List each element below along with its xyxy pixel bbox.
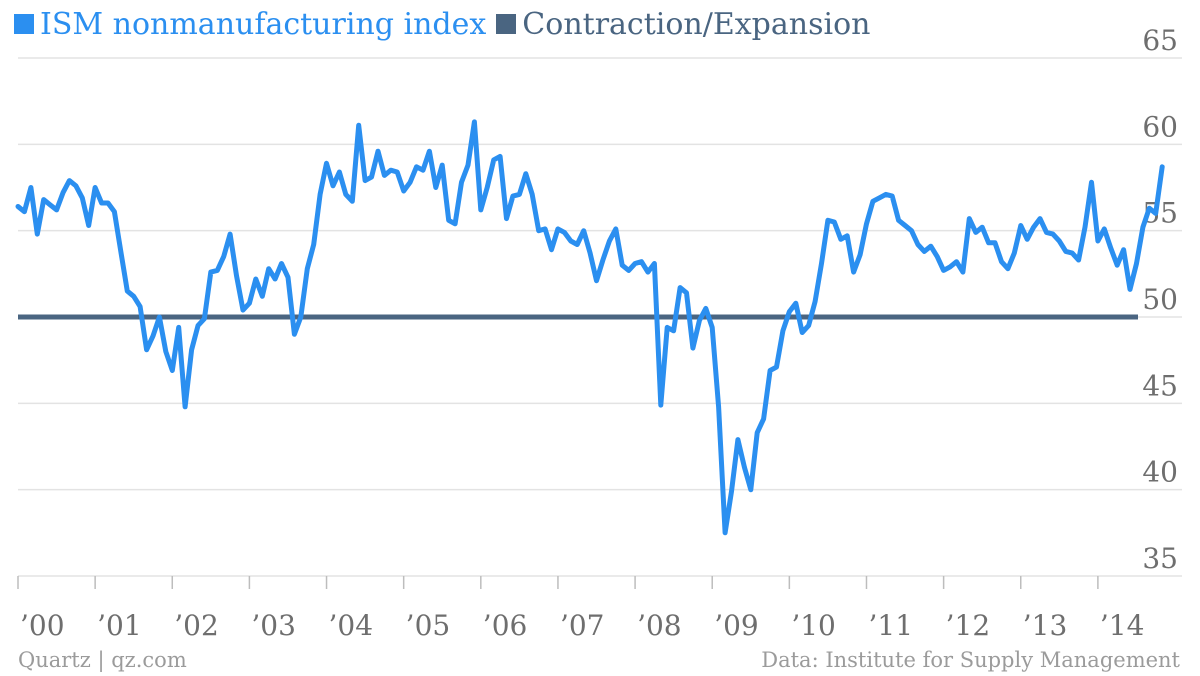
series-line-ism-index: [15, 119, 1165, 536]
x-tick-label-2000: ’00: [20, 609, 65, 642]
legend-item-contraction-expansion: Contraction/Expansion: [496, 7, 870, 42]
y-tick-label-35: 35: [1142, 542, 1178, 575]
x-tick-label-2004: ’04: [329, 609, 374, 642]
x-tick-label-2014: ’14: [1100, 609, 1145, 642]
x-tick-label-2013: ’13: [1023, 609, 1068, 642]
x-tick-label-2009: ’09: [714, 609, 759, 642]
x-tick-label-2003: ’03: [251, 609, 296, 642]
legend-swatch-ism: [14, 14, 34, 34]
y-tick-label-60: 60: [1142, 110, 1178, 143]
x-tick-label-2006: ’06: [483, 609, 528, 642]
legend-label-contraction-expansion: Contraction/Expansion: [522, 6, 871, 42]
x-tick-label-2011: ’11: [868, 609, 913, 642]
x-tick-label-2002: ’02: [174, 609, 219, 642]
chart-legend: ISM nonmanufacturing index Contraction/E…: [14, 4, 880, 44]
y-tick-label-65: 65: [1142, 24, 1178, 57]
x-axis-ticks: ’00 ’01 ’02 ’03 ’04 ’05 ’06 ’07 ’08 ’09 ’10 ’11 ’12 ’…: [17, 576, 1145, 642]
data-source: Data: Institute for Supply Management: [761, 648, 1180, 672]
x-tick-label-2005: ’05: [406, 609, 451, 642]
legend-swatch-contraction-expansion: [496, 14, 517, 34]
x-tick-label-2007: ’07: [560, 609, 605, 642]
y-tick-label-40: 40: [1142, 456, 1178, 489]
legend-label-ism: ISM nonmanufacturing index: [40, 6, 487, 42]
x-tick-label-2010: ’10: [791, 609, 836, 642]
x-tick-label-2008: ’08: [637, 609, 682, 642]
y-tick-label-45: 45: [1142, 369, 1178, 402]
x-tick-label-2001: ’01: [97, 609, 142, 642]
source-credit: Quartz | qz.com: [18, 648, 187, 672]
chart-series: [15, 119, 1165, 536]
y-tick-label-50: 50: [1142, 283, 1178, 316]
x-tick-label-2012: ’12: [946, 609, 991, 642]
legend-item-ism: ISM nonmanufacturing index: [14, 7, 486, 42]
